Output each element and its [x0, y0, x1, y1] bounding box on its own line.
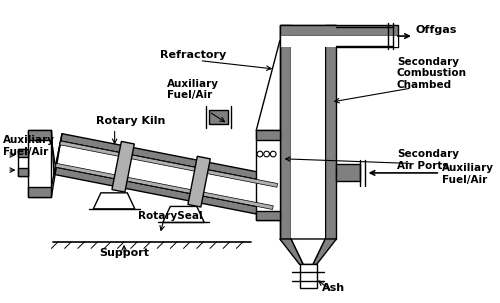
- Text: Offgas: Offgas: [416, 25, 457, 35]
- Text: Support: Support: [99, 248, 149, 258]
- Polygon shape: [313, 239, 336, 265]
- Text: Secondary
Air Ports: Secondary Air Ports: [397, 149, 459, 171]
- Bar: [300, 265, 316, 288]
- Bar: [325, 25, 336, 239]
- Bar: [280, 36, 398, 47]
- Bar: [336, 165, 360, 181]
- Polygon shape: [291, 239, 325, 265]
- Polygon shape: [188, 156, 210, 207]
- Bar: [18, 149, 28, 176]
- Bar: [18, 168, 28, 176]
- Text: Ash: Ash: [322, 283, 345, 293]
- Bar: [256, 211, 280, 220]
- Bar: [280, 25, 398, 36]
- Text: Auxiliary
Fuel/Air: Auxiliary Fuel/Air: [442, 164, 494, 185]
- Polygon shape: [60, 134, 279, 184]
- Bar: [28, 131, 52, 197]
- Circle shape: [257, 151, 263, 157]
- Bar: [280, 25, 291, 239]
- Polygon shape: [56, 141, 278, 209]
- Text: RotarySeal: RotarySeal: [138, 211, 203, 221]
- Bar: [280, 36, 398, 47]
- Text: Auxiliary
Fuel/Air: Auxiliary Fuel/Air: [166, 78, 218, 100]
- Text: Auxiliary
Fuel/Air: Auxiliary Fuel/Air: [4, 135, 56, 157]
- Polygon shape: [56, 163, 274, 209]
- Polygon shape: [54, 167, 272, 217]
- Polygon shape: [60, 141, 278, 187]
- Bar: [28, 187, 52, 197]
- Polygon shape: [112, 142, 134, 192]
- Text: Rotary Kiln: Rotary Kiln: [96, 116, 165, 126]
- Bar: [18, 149, 28, 157]
- Text: Secondary
Combustion
Chambed: Secondary Combustion Chambed: [397, 57, 467, 90]
- Polygon shape: [94, 193, 135, 209]
- Bar: [256, 131, 280, 220]
- Circle shape: [270, 151, 276, 157]
- Bar: [256, 131, 280, 140]
- Bar: [28, 131, 52, 140]
- Bar: [209, 110, 228, 124]
- Bar: [280, 25, 336, 36]
- Polygon shape: [163, 206, 204, 222]
- Circle shape: [264, 151, 270, 157]
- Polygon shape: [280, 239, 303, 265]
- Text: Refractory: Refractory: [160, 50, 226, 60]
- Bar: [291, 36, 325, 239]
